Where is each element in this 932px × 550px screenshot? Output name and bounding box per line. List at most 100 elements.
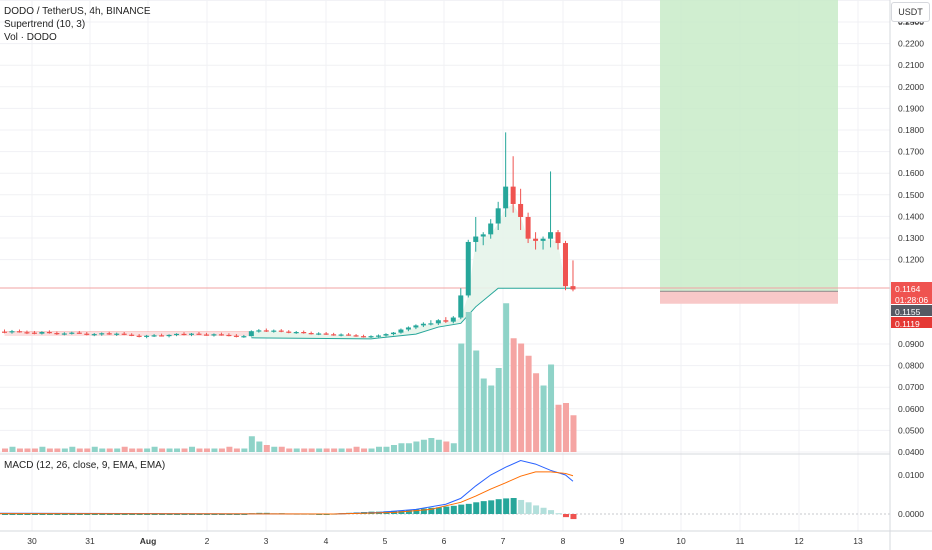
macd-histogram-bar [136,514,143,515]
volume-legend[interactable]: Vol · DODO [4,32,57,43]
macd-histogram-bar [181,514,188,515]
currency-button[interactable]: USDT [891,2,930,22]
candle-body [473,236,479,242]
price-axis-label: 0.2000 [898,82,924,92]
candle-body [271,330,277,332]
macd-histogram-bar [443,506,450,514]
candle-body [555,232,561,244]
candle-body [301,332,307,334]
candle-body [203,334,209,336]
time-axis-label: 5 [383,536,388,546]
macd-histogram-bar [99,514,106,515]
volume-bar [181,448,188,452]
time-axis-label: 31 [85,536,95,546]
price-axis-label: 0.2100 [898,60,924,70]
macd-histogram-bar [555,513,562,515]
candle-body [495,208,501,224]
volume-bar [241,448,248,452]
macd-histogram-bar [159,514,166,515]
macd-histogram-bar [211,514,218,515]
candle-body [458,295,464,318]
time-axis[interactable]: 30 31 Aug 2 3 4 5 6 7 8 9 10 11 12 13 [27,536,863,546]
time-axis-label: 11 [736,536,745,546]
candle-body [218,334,224,336]
price-axis[interactable]: 0.24000.23000.22000.21000.20000.19000.18… [898,16,924,457]
candle-body [174,333,180,336]
candle-body [353,335,359,337]
symbol-legend[interactable]: DODO / TetherUS, 4h, BINANCE [4,6,151,17]
volume-bar [480,378,487,452]
price-axis-label: 0.1500 [898,190,924,200]
volume-bar [376,446,382,452]
candle-body [46,332,52,334]
price-axis-label: 0.0900 [898,339,924,349]
entry-price-tag-text: 0.1155 [895,307,921,317]
candle-body [144,335,150,337]
candle-body [16,331,22,333]
volume-bar [9,446,16,452]
macd-histogram-bar [405,510,412,514]
macd-histogram-bar [114,514,121,515]
candle-body [563,243,568,287]
volume-bar [24,448,31,452]
stop-price-tag-bg [891,317,932,328]
time-axis-label: 9 [620,536,625,546]
macd-histogram-bar [525,502,532,514]
candle-body [256,330,262,332]
candle-body [293,332,299,334]
macd-axis-label: 0.0100 [898,470,924,480]
candle-body [241,336,247,338]
volume-bar [159,448,166,452]
volume-bar [196,448,203,452]
candle-body [263,330,269,332]
volume-bar [286,448,293,452]
volume-bar [226,446,233,452]
candle-body [450,317,456,322]
macd-histogram-bar [503,498,510,514]
macd-histogram-bar [151,514,158,515]
macd-histogram-bar [121,514,128,515]
candle-body [443,320,449,322]
macd-histogram-bar [570,514,577,520]
volume-bar [435,439,442,452]
macd-histogram-bar [16,514,23,515]
volume-bar [570,415,577,452]
signal-line [333,471,574,515]
candle-body [435,320,441,324]
candle-body [159,335,165,337]
candlestick-series[interactable] [2,132,576,339]
candle-body [61,333,67,335]
time-axis-label: Aug [140,536,157,546]
current-price-tag-bg [891,282,932,304]
macd-axis-label: 0.0000 [898,509,924,519]
macd-histogram-bar [428,507,435,514]
macd-histogram-bar [488,500,495,514]
candle-body [518,203,524,217]
volume-bar [346,448,353,452]
macd-histogram-bar [196,514,203,515]
candle-body [226,334,232,337]
volume-bar [129,448,136,452]
price-axis-label: 0.1600 [898,168,924,178]
price-axis-label: 0.0800 [898,361,924,371]
long-position-tool[interactable] [0,0,890,304]
volume-bar [331,448,338,452]
price-axis-label: 0.0500 [898,425,924,435]
candle-body [323,333,329,335]
macd-histogram-bar [241,514,248,515]
volume-bar [39,446,46,452]
price-axis-label: 0.0400 [898,447,924,457]
price-axis-label: 0.2300 [898,17,924,27]
candle-body [286,331,292,333]
macd-histogram-bar [323,514,330,515]
macd-axis[interactable]: 0.0100 0.0000 [898,470,924,519]
macd-legend[interactable]: MACD (12, 26, close, 9, EMA, EMA) [4,460,166,471]
candle-body [383,334,389,336]
macd-histogram-bar [495,499,502,514]
supertrend-legend[interactable]: Supertrend (10, 3) [4,19,86,30]
candle-body [2,331,7,333]
time-axis-label: 3 [264,536,269,546]
current-price-tag-text: 01:28:06 [895,295,928,305]
price-axis-label: 0.1700 [898,147,924,157]
